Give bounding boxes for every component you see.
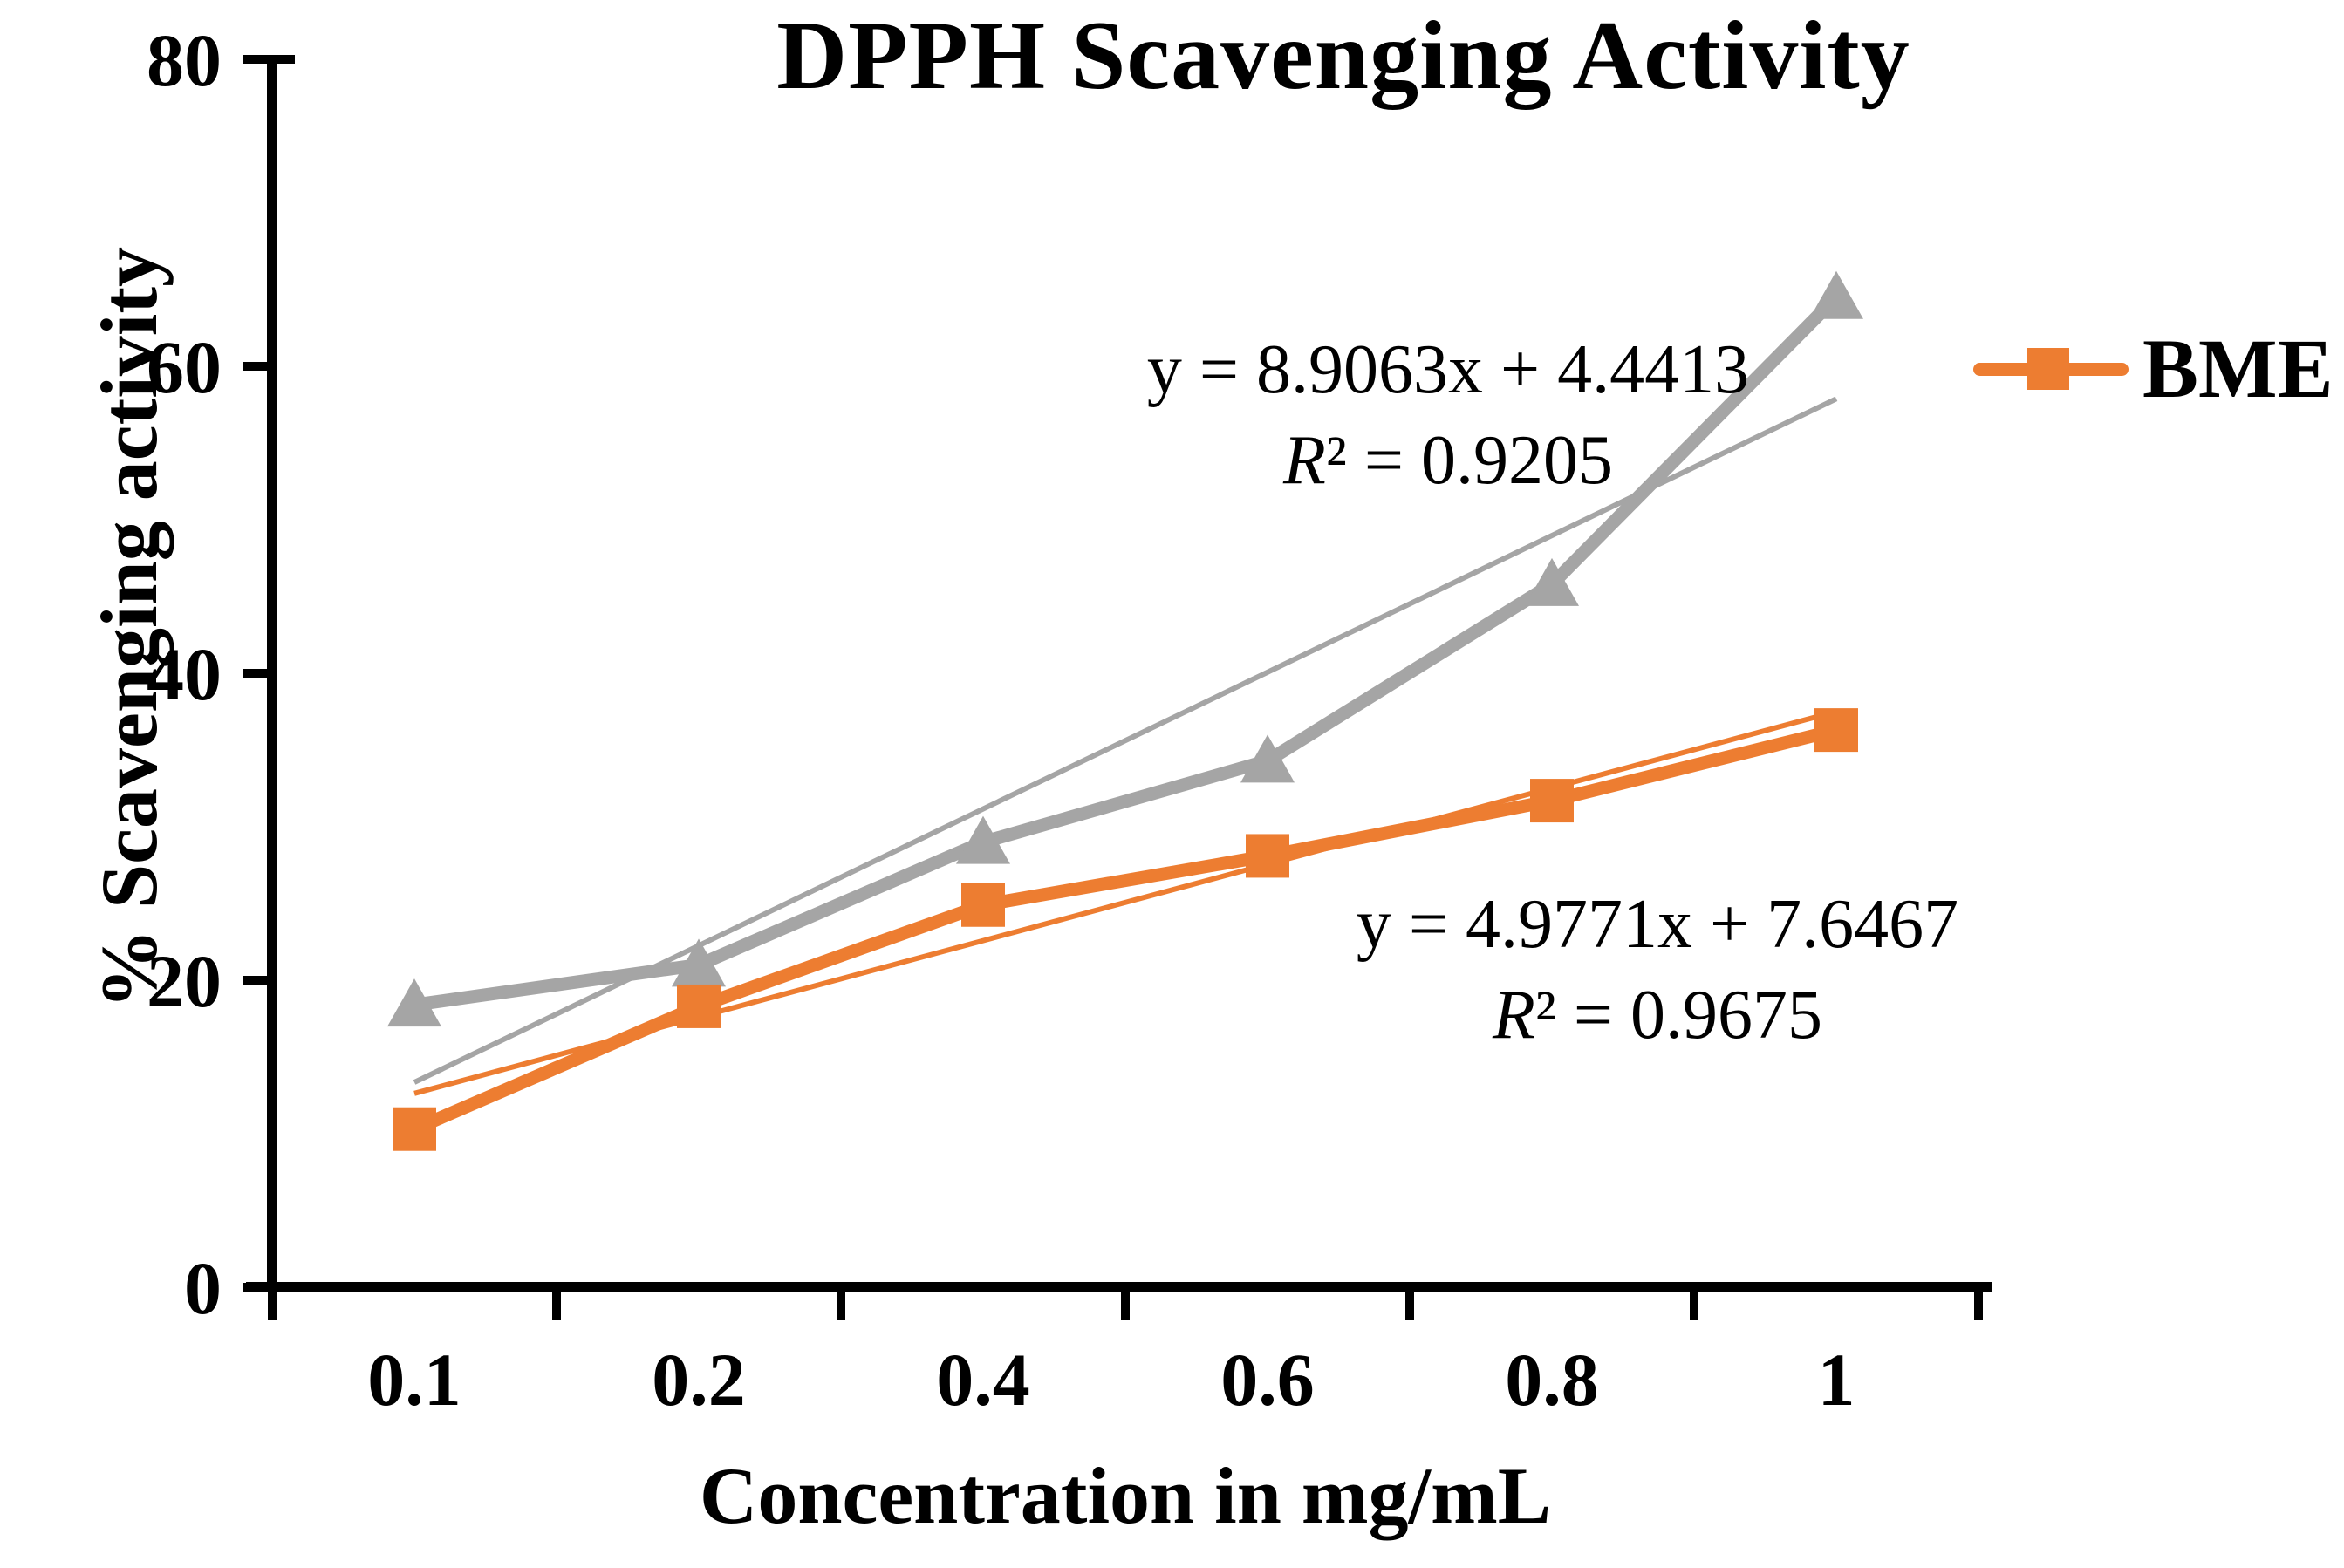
y-tick-label: 80 bbox=[147, 18, 222, 102]
series-line bbox=[407, 723, 1843, 1136]
y-tick-label: 20 bbox=[147, 939, 222, 1023]
y-tick-label: 40 bbox=[147, 632, 222, 716]
equation-text: y = 4.9771x + 7.6467 bbox=[1356, 886, 1959, 963]
legend-square-icon bbox=[2027, 348, 2069, 390]
x-tick-label: 0.8 bbox=[1505, 1338, 1599, 1421]
x-tick-label: 0.2 bbox=[652, 1338, 746, 1421]
x-tick-label: 1 bbox=[1818, 1338, 1855, 1421]
r-squared-text: R² = 0.9205 bbox=[1283, 422, 1613, 499]
x-tick-label: 0.1 bbox=[367, 1338, 461, 1421]
triangle-marker bbox=[1809, 270, 1863, 319]
legend: BME bbox=[1973, 321, 2334, 417]
triangle-marker bbox=[1525, 557, 1579, 606]
chart-title: DPPH Scavenging Activity bbox=[776, 2, 1910, 110]
square-marker bbox=[1814, 708, 1858, 753]
triangle-marker bbox=[387, 978, 441, 1027]
legend-series-label: BME bbox=[2142, 322, 2334, 415]
y-tick-label: 0 bbox=[184, 1246, 222, 1330]
x-axis-title: Concentration in mg/mL bbox=[699, 1451, 1552, 1540]
square-marker bbox=[961, 883, 1005, 927]
equation-text: y = 8.9063x + 4.4413 bbox=[1146, 331, 1750, 408]
x-tick-label: 0.4 bbox=[936, 1338, 1030, 1421]
series-line bbox=[407, 290, 1843, 1012]
r-squared-text: R² = 0.9675 bbox=[1493, 977, 1822, 1053]
y-tick-label: 60 bbox=[147, 325, 222, 409]
trendline-equation-orange: y = 4.9771x + 7.6467 R² = 0.9675 bbox=[1151, 879, 2163, 1060]
square-marker bbox=[677, 984, 721, 1028]
x-tick-label: 0.6 bbox=[1220, 1338, 1315, 1421]
trendline-equation-gray: y = 8.9063x + 4.4413 R² = 0.9205 bbox=[942, 324, 1954, 506]
triangle-marker bbox=[956, 815, 1010, 864]
square-marker bbox=[393, 1107, 436, 1151]
square-marker bbox=[1246, 834, 1289, 878]
square-marker bbox=[1530, 779, 1574, 823]
legend-line-square-icon bbox=[1973, 347, 2129, 391]
triangle-marker bbox=[672, 938, 726, 987]
triangle-marker bbox=[1240, 734, 1295, 783]
